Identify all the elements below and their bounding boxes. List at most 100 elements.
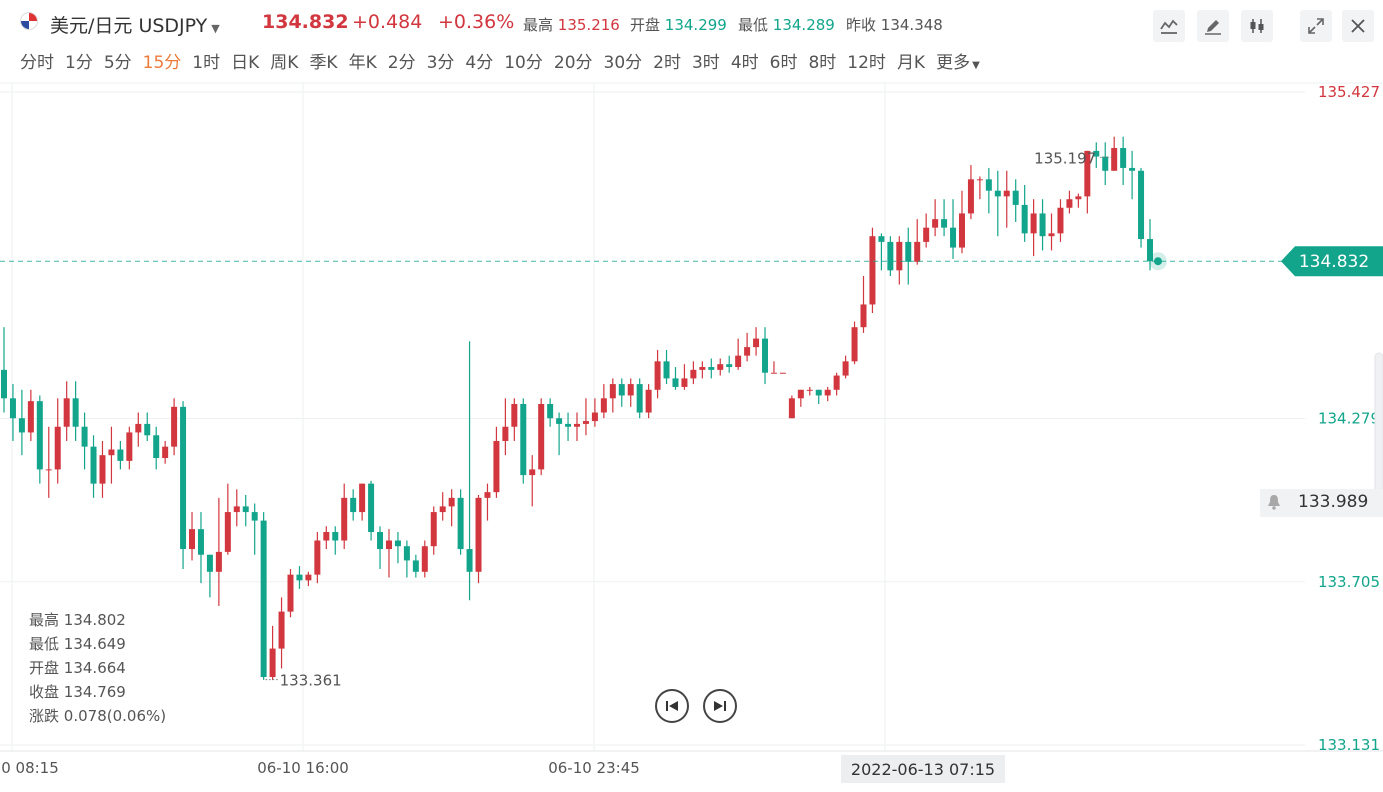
candle-body (99, 455, 106, 484)
period-tab[interactable]: 4时 (730, 53, 759, 73)
period-tab[interactable]: 月K (896, 53, 926, 73)
candle-body (359, 483, 366, 513)
stat-open-value: 134.299 (664, 16, 727, 34)
candle-body (1066, 199, 1073, 208)
candle-body (448, 497, 455, 507)
candle-body (1093, 150, 1100, 157)
period-tab[interactable]: 3时 (691, 53, 720, 73)
candle-body (869, 236, 876, 305)
prev-button[interactable] (655, 689, 689, 723)
close-button[interactable] (1342, 10, 1374, 42)
y-tick-label: 133.131 (1318, 736, 1380, 754)
stat-prev-close: 昨收 134.348 (846, 14, 943, 35)
candle-body (475, 497, 482, 572)
period-tab[interactable]: 8时 (808, 53, 837, 73)
candle-body (726, 364, 733, 368)
candle-body (81, 426, 88, 447)
candle-body (699, 367, 706, 370)
candle-body (806, 389, 813, 391)
draw-tool-button[interactable] (1197, 10, 1229, 42)
candle-body (90, 446, 97, 484)
candle-body (511, 403, 518, 427)
expand-button[interactable] (1300, 10, 1332, 42)
period-tab[interactable]: 3分 (426, 53, 455, 73)
period-tab[interactable]: 20分 (553, 53, 593, 73)
candle-body (403, 546, 410, 561)
ohlc-change-value: 0.078(0.06%) (63, 707, 167, 725)
expand-icon (1308, 18, 1324, 34)
period-tab[interactable]: 12时 (847, 53, 886, 73)
ohlc-open: 开盘 134.664 (29, 656, 166, 680)
current-price-tag (1281, 246, 1383, 277)
candle-body (529, 469, 536, 476)
period-tab[interactable]: 10分 (504, 53, 543, 73)
stat-low: 最低 134.289 (738, 14, 835, 35)
candle-body (484, 492, 491, 498)
period-tab[interactable]: 1时 (192, 53, 221, 73)
skip-forward-icon (714, 701, 726, 711)
candlestick-chart[interactable]: 135.427 134.279 133.705 133.131 0 08:15 06-10… (0, 80, 1383, 788)
period-tab[interactable]: 日K (231, 53, 260, 73)
period-tab[interactable]: 30分 (603, 53, 643, 73)
candle-body (1, 369, 7, 399)
next-button[interactable] (703, 689, 737, 723)
candle-body (466, 549, 473, 572)
period-more-button[interactable]: 更多 ▼ (936, 53, 980, 73)
candle-body (269, 648, 276, 678)
period-tab[interactable]: 1分 (65, 53, 93, 73)
chart-svg: 135.427 134.279 133.705 133.131 0 08:15 06-10… (0, 82, 1383, 777)
stat-open: 开盘 134.299 (630, 14, 727, 35)
candle-body (72, 398, 79, 427)
candle-type-button[interactable] (1241, 10, 1273, 42)
period-tab[interactable]: 4分 (465, 53, 494, 73)
candle-body (153, 435, 160, 459)
price-alert[interactable] (1260, 489, 1383, 517)
period-tab[interactable]: 季K (309, 53, 338, 73)
candle-body (547, 403, 554, 419)
candle-body (350, 497, 357, 513)
period-tab[interactable]: 2时 (653, 53, 681, 73)
ohlc-change-label: 涨跌 (29, 707, 60, 725)
candle-body (171, 406, 178, 447)
candle-body (591, 412, 598, 422)
candle-body (753, 338, 760, 348)
stat-high: 最高 135.216 (523, 14, 620, 35)
candle-body (976, 179, 983, 181)
ohlc-close-value: 134.769 (63, 683, 126, 701)
candle-body (600, 398, 607, 413)
candle-body (430, 512, 437, 547)
stat-high-label: 最高 (523, 16, 554, 34)
period-tab[interactable]: 分时 (20, 53, 54, 73)
candle-body (520, 403, 527, 476)
period-tab[interactable]: 年K (348, 53, 377, 73)
candle-body (887, 241, 894, 271)
period-tab[interactable]: 5分 (103, 53, 132, 73)
candle-body (1021, 204, 1028, 234)
candle-body (645, 389, 652, 413)
candle-body (538, 403, 545, 470)
y-tick-label: 133.705 (1318, 573, 1380, 591)
stat-high-value: 135.216 (557, 16, 620, 34)
chart-header: 美元/日元 USDJPY ▼ 134.832 +0.484 +0.36% 最高 1… (0, 0, 1383, 46)
candle-body (233, 506, 240, 513)
line-tool-button[interactable] (1153, 10, 1185, 42)
candle-body (627, 384, 634, 396)
period-tab[interactable]: 15分 (142, 53, 182, 73)
candle-body (815, 389, 822, 396)
candle-body (305, 574, 312, 581)
ohlc-low-value: 134.649 (63, 635, 126, 653)
candle-body (663, 361, 670, 379)
symbol-selector[interactable]: 美元/日元 USDJPY ▼ (50, 11, 220, 38)
candle-body (896, 241, 903, 271)
ohlc-open-value: 134.664 (63, 659, 126, 677)
candle-body (565, 423, 572, 427)
ohlc-panel: 最高 134.802 最低 134.649 开盘 134.664 收盘 134.… (29, 608, 166, 728)
period-tab[interactable]: 周K (270, 53, 299, 73)
candle-body (36, 401, 43, 470)
candle-body (708, 367, 715, 370)
period-tab[interactable]: 6时 (769, 53, 798, 73)
ohlc-low-label: 最低 (29, 635, 60, 653)
candle-body (788, 398, 795, 419)
period-tab[interactable]: 2分 (387, 53, 416, 73)
price-change: +0.484 (352, 11, 423, 33)
